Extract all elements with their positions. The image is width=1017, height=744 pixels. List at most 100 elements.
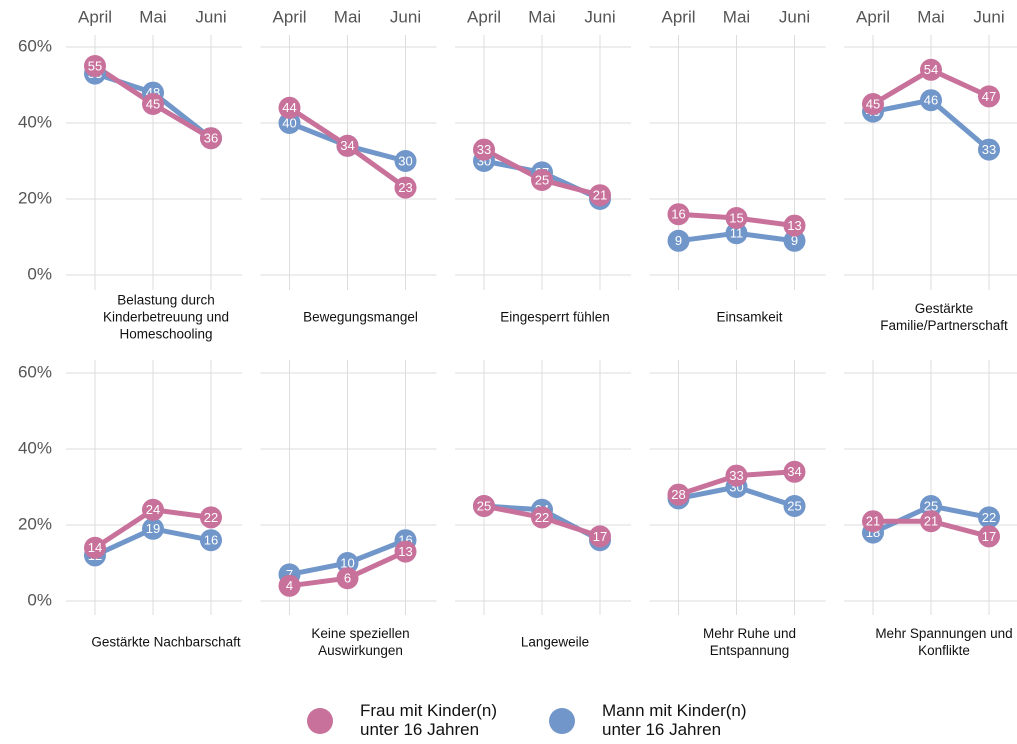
data-point (394, 150, 417, 172)
data-label: 34 (787, 464, 801, 479)
data-point (336, 567, 359, 590)
data-point (531, 169, 553, 191)
data-label: 22 (204, 510, 218, 525)
data-point (589, 525, 611, 548)
data-label: 34 (340, 138, 354, 153)
x-tick-label: April (272, 7, 306, 26)
panel-title: Langeweile (521, 635, 589, 650)
panel-title: Keine speziellen (311, 626, 409, 641)
data-point (667, 483, 690, 506)
data-label: 25 (535, 172, 549, 187)
data-label: 14 (88, 540, 102, 555)
data-point (200, 127, 222, 150)
data-point (920, 89, 942, 112)
panel-title: Homeschooling (119, 327, 212, 342)
data-point (978, 85, 1000, 108)
data-point (142, 517, 164, 540)
data-label: 30 (398, 153, 412, 168)
panel-title: Auswirkungen (318, 643, 403, 658)
panel-title: Gestärkte (915, 301, 974, 316)
data-point (920, 58, 942, 81)
data-point (142, 93, 164, 115)
data-point (473, 138, 495, 161)
data-label: 19 (146, 521, 160, 536)
data-point (862, 93, 884, 115)
data-label: 17 (982, 529, 996, 544)
data-point (200, 506, 222, 529)
data-label: 22 (982, 510, 996, 525)
data-label: 21 (593, 188, 607, 203)
y-tick-label: 40% (18, 112, 52, 131)
data-label: 23 (398, 180, 412, 195)
data-point (667, 229, 690, 252)
panel-title: Belastung durch (117, 293, 215, 308)
x-tick-label: April (467, 7, 501, 26)
x-tick-label: Juni (584, 7, 615, 26)
x-tick-label: April (856, 7, 890, 26)
data-label: 45 (866, 96, 880, 111)
data-point (394, 176, 417, 199)
data-point (336, 552, 359, 574)
data-point (862, 510, 884, 533)
data-label: 25 (924, 498, 938, 513)
data-point (200, 529, 222, 552)
data-label: 54 (924, 62, 938, 77)
x-tick-label: Juni (973, 7, 1004, 26)
data-label: 16 (204, 533, 218, 548)
data-label: 11 (730, 226, 744, 241)
panel-title: Kinderbetreuung und (103, 310, 229, 325)
data-point (278, 574, 301, 597)
data-point (783, 214, 806, 237)
data-label: 21 (866, 514, 880, 529)
data-point (473, 495, 495, 517)
data-point (142, 498, 164, 521)
y-tick-label: 40% (18, 438, 52, 457)
data-label: 10 (340, 555, 354, 570)
data-point (920, 510, 942, 533)
data-point (725, 464, 748, 487)
x-tick-label: Juni (195, 7, 226, 26)
x-tick-label: April (661, 7, 695, 26)
panel-title: Entspannung (710, 643, 790, 658)
data-label: 17 (593, 529, 607, 544)
data-label: 7 (286, 567, 293, 582)
data-point (84, 55, 106, 77)
data-label: 33 (729, 468, 743, 483)
data-label: 55 (88, 58, 102, 73)
data-label: 9 (791, 233, 798, 248)
data-point (783, 229, 806, 252)
legend-label: Frau mit Kinder(n) unter 16 Jahren (360, 701, 497, 739)
legend-swatch (307, 708, 333, 734)
data-label: 28 (671, 487, 685, 502)
data-label: 33 (477, 142, 491, 157)
panel-title: Mehr Spannungen und (875, 626, 1012, 641)
x-tick-label: Juni (779, 7, 810, 26)
data-label: 24 (146, 502, 160, 517)
data-point (978, 525, 1000, 548)
x-tick-label: Mai (139, 7, 166, 26)
data-label: 36 (204, 131, 218, 146)
data-point (84, 536, 106, 559)
data-point (278, 96, 301, 119)
data-point (920, 495, 942, 517)
y-tick-label: 20% (18, 514, 52, 533)
data-point (783, 495, 806, 517)
y-tick-label: 0% (27, 264, 52, 283)
data-point (725, 222, 748, 245)
data-label: 6 (344, 571, 351, 586)
panel-title: Mehr Ruhe und (703, 626, 796, 641)
data-label: 22 (535, 510, 549, 525)
panel-title: Einsamkeit (716, 310, 782, 325)
legend-label-box: Mann mit Kinder(n) unter 16 Jahren (602, 701, 747, 739)
panel-title: Gestärkte Nachbarschaft (91, 635, 241, 650)
data-point (531, 506, 553, 529)
data-label: 40 (282, 115, 296, 130)
data-point (589, 184, 611, 207)
x-tick-label: April (78, 7, 112, 26)
data-label: 15 (729, 210, 743, 225)
data-point (278, 112, 301, 134)
data-label: 25 (787, 498, 801, 513)
data-point (978, 138, 1000, 161)
legend-swatch (549, 708, 575, 734)
